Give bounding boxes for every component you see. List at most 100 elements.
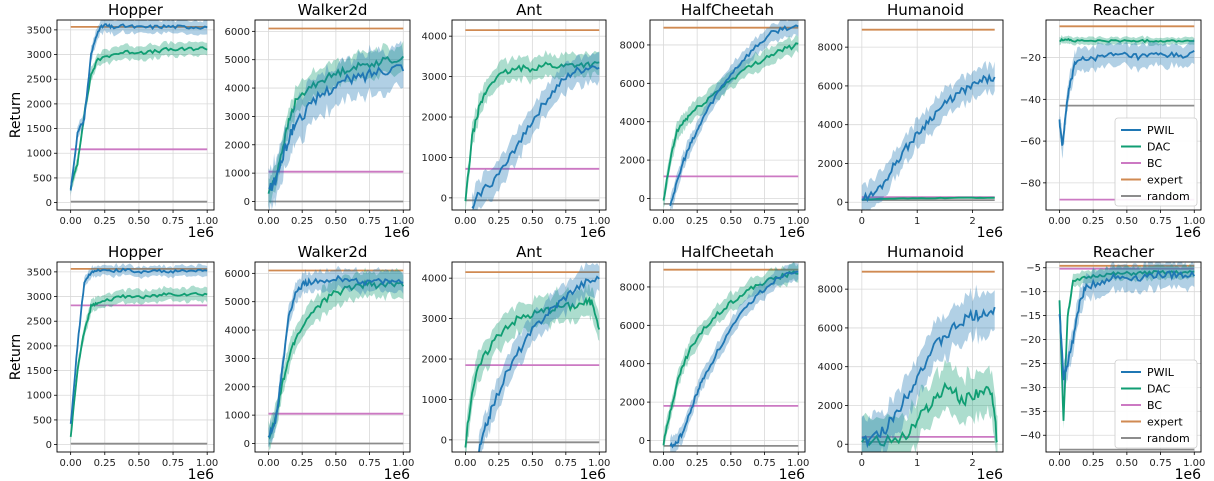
x-tick-label: 1 xyxy=(914,216,920,227)
subplot-4: 0.00 0.25 0.50 0.75 1.00 0 2000 4000 6000 8000 Hal… xyxy=(620,1,810,241)
y-tick-label: −15 xyxy=(1020,311,1041,322)
x-tick-label: 1.00 xyxy=(588,216,610,227)
axes-frame xyxy=(649,261,806,453)
x-tick-label: 0.50 xyxy=(1116,458,1138,469)
y-tick-label: 4000 xyxy=(620,117,645,128)
axes-frame xyxy=(56,19,215,211)
y-tick-label: 3000 xyxy=(225,354,250,365)
x-tick-label: 1.00 xyxy=(1183,458,1205,469)
x-scale-label: 1e6 xyxy=(580,225,607,241)
subplot-6: 0.00 0.25 0.50 0.75 1.00 −80 −60 −40 −20 Reacher 1… xyxy=(1020,1,1206,241)
subplot-title: Reacher xyxy=(1093,243,1155,261)
legend-label-dac: DAC xyxy=(1147,141,1171,154)
legend-label-random: random xyxy=(1147,432,1190,445)
y-tick-label: −25 xyxy=(1020,359,1041,370)
band-dac xyxy=(861,359,998,452)
subplot-title: Humanoid xyxy=(887,1,964,19)
x-scale-label: 1e6 xyxy=(779,225,806,241)
x-tick-label: 0 xyxy=(859,458,865,469)
line-pwil xyxy=(669,24,799,207)
x-tick-label: 0.00 xyxy=(652,216,674,227)
x-tick-label: 0.50 xyxy=(128,458,150,469)
plot-area xyxy=(267,265,405,451)
y-tick-label: 1500 xyxy=(27,366,52,377)
subplot-title: HalfCheetah xyxy=(681,1,774,19)
x-tick-label: 0.75 xyxy=(358,458,380,469)
x-tick-label: 0.50 xyxy=(1116,216,1138,227)
legend-box xyxy=(1114,359,1198,449)
y-tick-label: 6000 xyxy=(620,321,645,332)
subplot-11: 0 1 2 0 2000 4000 6000 8000 Humanoid 1e6 xyxy=(818,243,1004,481)
y-tick-label: −40 xyxy=(1020,95,1041,106)
x-tick-label: 0.00 xyxy=(652,458,674,469)
subplot-8: 0.00 0.25 0.50 0.75 1.00 0 1000 2000 3000 4000 500… xyxy=(225,243,415,481)
y-tick-label: −5 xyxy=(1026,263,1041,274)
y-tick-label: 2000 xyxy=(620,398,645,409)
y-tick-label: 8000 xyxy=(818,285,843,296)
y-tick-label: 4000 xyxy=(620,359,645,370)
x-tick-label: 0.75 xyxy=(1149,216,1171,227)
band-pwil xyxy=(861,284,995,452)
y-tick-label: 2000 xyxy=(225,382,250,393)
band-pwil xyxy=(70,262,208,430)
y-tick-label: −35 xyxy=(1020,407,1041,418)
y-tick-label: 4000 xyxy=(225,326,250,337)
x-tick-label: 0 xyxy=(859,216,865,227)
y-tick-label: 2000 xyxy=(818,159,843,170)
legend-label-expert: expert xyxy=(1147,416,1183,429)
y-tick-label: 5000 xyxy=(225,55,250,66)
y-tick-label: 4000 xyxy=(422,32,447,43)
x-tick-label: 0.75 xyxy=(753,216,775,227)
x-scale-label: 1e6 xyxy=(580,467,607,481)
y-tick-label: 2000 xyxy=(422,113,447,124)
line-dac xyxy=(267,55,404,194)
line-pwil xyxy=(69,267,208,424)
subplot-title: Walker2d xyxy=(298,243,368,261)
y-tick-label: 3000 xyxy=(27,50,52,61)
x-tick-label: 1.00 xyxy=(787,458,809,469)
x-tick-label: 0.50 xyxy=(720,216,742,227)
y-tick-label: 0 xyxy=(837,440,843,451)
subplot-1: 0.00 0.25 0.50 0.75 1.00 0 500 1000 1500 2000 2500… xyxy=(8,1,218,241)
y-tick-label: 8000 xyxy=(620,282,645,293)
x-tick-label: 0.50 xyxy=(325,458,347,469)
y-tick-label: −30 xyxy=(1020,383,1041,394)
x-scale-label: 1e6 xyxy=(384,467,411,481)
subplot-3: 0.00 0.25 0.50 0.75 1.00 0 1000 2000 3000 4000 Ant… xyxy=(422,1,611,241)
x-tick-label: 0.25 xyxy=(1082,458,1104,469)
y-tick-label: 6000 xyxy=(818,81,843,92)
y-axis-label: Return xyxy=(8,334,24,380)
subplot-title: Walker2d xyxy=(298,1,368,19)
y-tick-label: 5000 xyxy=(225,297,250,308)
y-tick-label: 6000 xyxy=(225,269,250,280)
legend: PWIL DAC BC expert random xyxy=(1114,359,1198,449)
legend-label-bc: BC xyxy=(1147,399,1162,412)
axes-frame xyxy=(451,19,607,211)
plot-area xyxy=(69,20,208,203)
band-dac xyxy=(663,34,799,208)
x-tick-label: 0.75 xyxy=(1149,458,1171,469)
line-pwil xyxy=(69,23,208,191)
x-tick-label: 0.25 xyxy=(291,216,313,227)
y-tick-label: 6000 xyxy=(818,323,843,334)
subplot-7: 0.00 0.25 0.50 0.75 1.00 0 500 1000 1500 2000 2500… xyxy=(8,243,218,481)
y-tick-label: 2000 xyxy=(422,355,447,366)
axes-frame xyxy=(1045,19,1202,211)
x-tick-label: 0.00 xyxy=(454,458,476,469)
y-tick-label: 2500 xyxy=(27,317,52,328)
y-tick-label: 0 xyxy=(639,194,645,205)
y-tick-label: 0 xyxy=(46,440,52,451)
subplot-title: Ant xyxy=(516,1,542,19)
band-dac xyxy=(70,40,208,195)
y-tick-label: 3000 xyxy=(225,112,250,123)
x-tick-label: 1.00 xyxy=(196,216,218,227)
y-tick-label: −60 xyxy=(1020,137,1041,148)
line-pwil xyxy=(1058,269,1196,381)
x-scale-label: 1e6 xyxy=(1175,225,1202,241)
x-tick-label: 0.25 xyxy=(94,216,116,227)
line-dac xyxy=(69,291,208,437)
band-pwil xyxy=(1059,262,1195,395)
y-tick-label: 2500 xyxy=(27,75,52,86)
x-scale-label: 1e6 xyxy=(977,467,1004,481)
